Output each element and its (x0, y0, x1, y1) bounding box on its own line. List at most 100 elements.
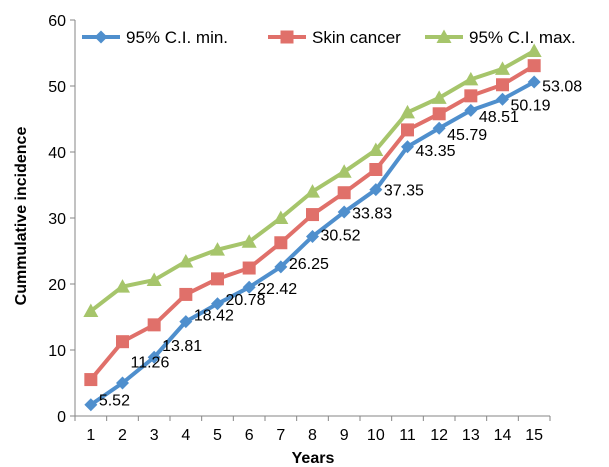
data-label: 5.52 (99, 393, 130, 410)
legend-item: Skin cancer (268, 28, 401, 47)
series-triangle (83, 43, 542, 318)
series-layer (83, 43, 542, 412)
x-tick-label: 10 (367, 427, 385, 444)
legend-item: 95% C.I. max. (425, 28, 576, 47)
data-point (526, 43, 542, 58)
data-label: 45.79 (447, 127, 487, 144)
data-point (84, 373, 98, 387)
x-tick-label: 8 (308, 427, 317, 444)
x-tick-label: 5 (213, 427, 222, 444)
data-label: 26.25 (289, 256, 329, 273)
data-point (116, 335, 129, 349)
y-tick-label: 60 (48, 13, 66, 30)
data-point (211, 272, 224, 286)
legend-label: Skin cancer (312, 28, 401, 47)
x-tick-label: 7 (276, 427, 285, 444)
x-tick-label: 2 (118, 427, 127, 444)
legend-marker (94, 30, 108, 44)
x-tick-label: 6 (245, 427, 254, 444)
series-diamond (84, 75, 541, 412)
series-square (84, 59, 541, 387)
y-tick-label: 40 (48, 145, 66, 162)
legend-item: 95% C.I. min. (82, 28, 228, 47)
data-point (527, 59, 541, 73)
x-tick-label: 15 (525, 427, 543, 444)
data-point (496, 78, 509, 92)
data-point (84, 398, 98, 412)
y-tick-label: 50 (48, 79, 66, 96)
x-tick-label: 1 (86, 427, 95, 444)
legend-label: 95% C.I. max. (469, 28, 576, 47)
data-point (400, 104, 415, 119)
data-point (210, 242, 225, 256)
data-point (336, 164, 352, 178)
data-point (337, 186, 351, 200)
data-point (178, 254, 194, 268)
data-label: 20.78 (226, 292, 266, 309)
data-point (431, 90, 447, 104)
legend-marker (280, 30, 294, 44)
data-point (115, 279, 130, 293)
data-label: 33.83 (352, 206, 392, 223)
data-point (274, 236, 288, 250)
y-tick-label: 0 (57, 409, 66, 426)
x-axis-title: Years (292, 450, 335, 467)
data-label: 48.51 (479, 109, 519, 126)
data-point (116, 376, 129, 390)
data-point (179, 315, 193, 329)
data-point (496, 92, 509, 106)
data-label: 30.52 (321, 228, 361, 245)
data-label: 53.08 (542, 79, 582, 96)
data-point (369, 183, 383, 197)
data-point (241, 234, 257, 248)
data-label: 50.19 (511, 98, 551, 115)
data-label: 22.42 (257, 281, 297, 298)
data-point (273, 210, 289, 224)
data-point (242, 261, 256, 275)
x-tick-label: 4 (181, 427, 190, 444)
data-point (306, 208, 319, 222)
legend-marker (436, 29, 452, 43)
data-label: 43.35 (416, 143, 456, 160)
data-point (401, 140, 414, 154)
legend: 95% C.I. min. Skin cancer 95% C.I. max. (82, 28, 576, 47)
x-tick-label: 13 (462, 427, 480, 444)
data-point (274, 260, 288, 274)
data-point (464, 103, 478, 117)
x-tick-label: 11 (399, 427, 416, 444)
data-point (527, 75, 541, 89)
data-point (147, 318, 161, 332)
data-label: 37.35 (384, 182, 424, 199)
y-axis-title: Cummulative incidence (13, 127, 30, 306)
data-point (147, 350, 161, 364)
axes (70, 19, 551, 421)
y-tick-label: 10 (48, 343, 66, 360)
data-point (242, 280, 256, 294)
data-label: 11.26 (131, 355, 170, 372)
data-point (211, 297, 224, 311)
data-point (495, 61, 510, 75)
x-tick-label: 14 (494, 427, 512, 444)
data-point (179, 287, 193, 301)
data-point (463, 71, 479, 86)
data-point (401, 123, 414, 137)
x-tick-label: 12 (430, 427, 448, 444)
legend-label: 95% C.I. min. (126, 28, 228, 47)
y-tick-label: 30 (48, 211, 66, 228)
data-point (432, 121, 446, 135)
data-point (146, 272, 162, 287)
data-point (464, 89, 478, 103)
data-label: 18.42 (194, 307, 234, 324)
x-tick-label: 9 (340, 427, 349, 444)
x-tick-label: 3 (150, 427, 159, 444)
data-point (305, 184, 320, 198)
data-point (369, 162, 383, 176)
y-tick-label: 20 (48, 277, 66, 294)
data-point (432, 107, 446, 121)
x-tick-labels: 1 2 3 4 5 6 7 8 9 10 11 12 13 14 15 (86, 427, 543, 444)
data-label: 13.81 (162, 338, 202, 355)
data-point (337, 205, 351, 219)
data-point (306, 229, 319, 243)
